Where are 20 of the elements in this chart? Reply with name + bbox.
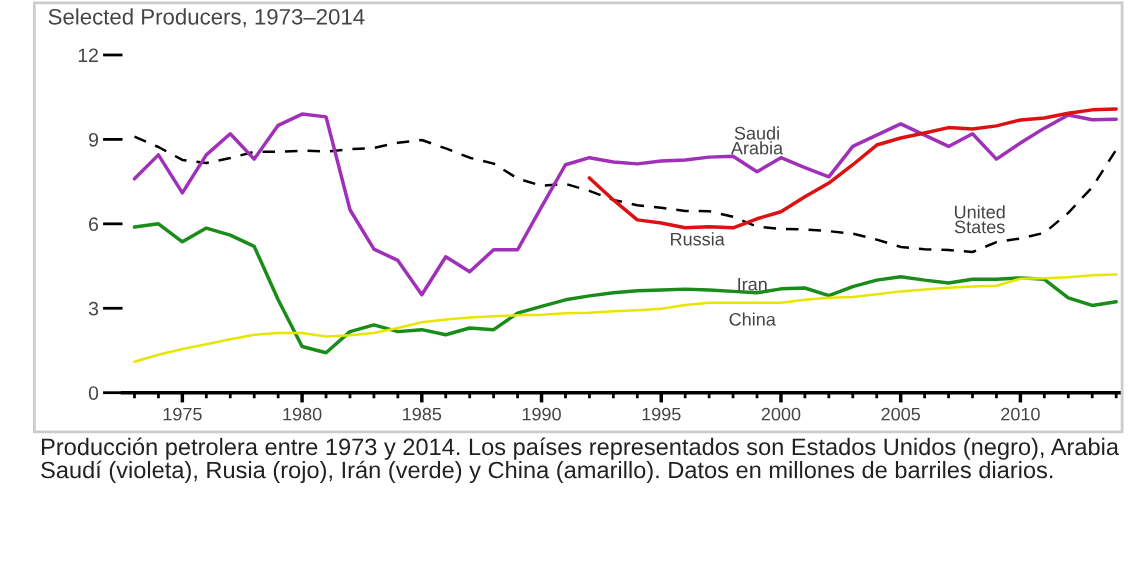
series-label: Russia [671,232,725,246]
x-tick-label: 2000 [761,407,801,421]
x-tick-label: 1995 [642,407,681,421]
x-tick-label: 1990 [522,407,561,421]
x-tick-label: 1975 [163,407,202,421]
x-tick-label: 1985 [403,407,442,421]
y-tick-label: 6 [89,217,99,232]
x-tick-label: 1980 [283,407,322,421]
series-label: Iran [738,278,767,291]
y-tick-label: 9 [89,132,98,147]
series-label: Saudi Arabia [730,126,784,155]
x-tick-label: 2010 [1001,407,1040,421]
text: Producción petrolera entre 1973 y 2014. Los países representados son Estados Unidos (negro), Arabia Saudí (violeta), Rusia (rojo), Irán (verde) y China (amarillo). Datos en millones de barriles diarios. [41,437,1119,484]
x-tick-label: 2005 [881,407,920,421]
y-tick-label: 12 [78,48,98,63]
series-label: United States [954,205,1005,234]
series-label: China [729,312,776,326]
chart-title: Selected Producers, 1973–2014 [48,8,365,28]
y-tick-label: 3 [88,301,99,316]
y-tick-label: 0 [88,386,99,400]
